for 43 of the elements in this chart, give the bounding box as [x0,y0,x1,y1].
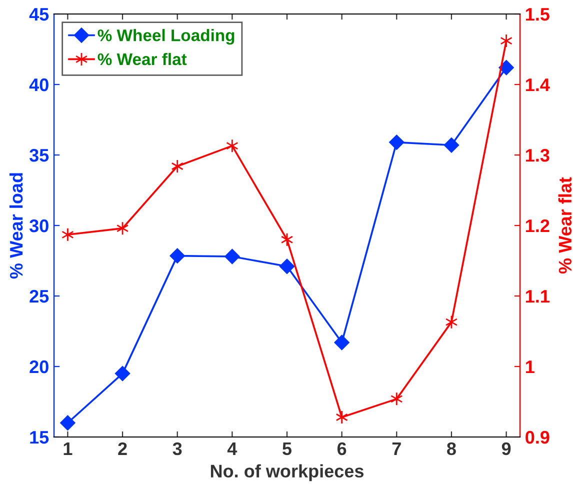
y2-tick-label: 1.2 [526,219,550,232]
point [171,159,184,174]
y-tick-label: 15 [30,431,49,444]
y-tick-label: 35 [29,148,49,162]
point [170,248,185,264]
point [444,138,460,153]
x-axis-title: No. of workpieces [210,464,364,482]
x-tick-label: 3 [172,442,182,456]
y2-tick-label: 1.4 [526,78,550,92]
y-tick-label: 20 [30,360,48,374]
point [226,138,238,153]
y2-tick-label: 0.9 [526,430,550,444]
x-tick-label: 8 [447,442,456,456]
y2-tick-label: 1.1 [526,290,550,303]
point [279,258,295,274]
y2-tick-label: 1 [526,360,534,374]
y-tick-label: 25 [30,290,49,303]
y2-axis-title: % Wear flat [558,177,572,274]
point [60,415,76,430]
y-tick-label: 45 [29,8,49,21]
point [334,334,350,350]
legend-label: % Wheel Loading [98,29,234,45]
y-tick-label: 30 [29,219,48,232]
x-tick-label: 2 [118,442,127,455]
x-tick-label: 9 [502,442,511,456]
x-tick-label: 6 [337,442,346,456]
point [498,60,514,76]
y2-tick-label: 1.3 [526,148,550,162]
point [389,134,404,150]
y2-tick-label: 1.5 [526,8,550,21]
point [336,410,348,424]
x-tick-label: 4 [227,442,238,455]
x-tick-label: 7 [392,442,401,455]
legend-label: % Wear flat [98,52,187,66]
x-tick-label: 1 [64,442,72,455]
y-tick-label: 40 [29,78,48,92]
point [62,228,74,242]
y-axis-title: % Wear load [9,173,23,279]
point [224,248,240,264]
x-tick-label: 5 [282,442,292,456]
point [500,34,512,48]
point [114,366,130,382]
point [390,392,403,406]
